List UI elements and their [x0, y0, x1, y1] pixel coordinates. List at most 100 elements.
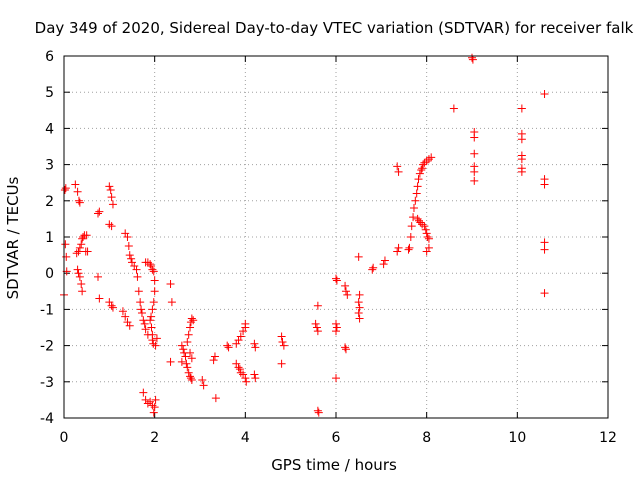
data-point: [420, 222, 429, 231]
data-point: [94, 209, 102, 218]
data-point: [108, 200, 117, 209]
data-point: [148, 336, 157, 345]
data-point: [470, 133, 479, 142]
data-point: [332, 274, 340, 283]
y-tick-label: 2: [45, 194, 54, 210]
data-point: [251, 343, 260, 352]
data-point: [149, 408, 158, 417]
data-point: [61, 240, 70, 249]
grid-lines: [64, 56, 608, 418]
data-point: [470, 167, 479, 176]
data-point: [177, 357, 186, 366]
data-point: [184, 368, 193, 377]
y-tick-label: -1: [40, 302, 54, 318]
data-point: [343, 290, 352, 299]
data-point: [128, 258, 136, 267]
data-point: [124, 242, 133, 251]
data-point: [540, 238, 549, 247]
data-point: [95, 294, 104, 303]
data-point: [133, 272, 142, 281]
data-point: [393, 247, 402, 256]
data-point: [143, 399, 152, 408]
data-point: [313, 327, 322, 336]
data-point: [182, 359, 191, 368]
data-point: [332, 374, 340, 383]
data-point: [107, 301, 116, 310]
data-point: [416, 218, 425, 227]
data-point: [234, 336, 243, 345]
data-point: [540, 245, 549, 254]
data-point: [149, 298, 158, 307]
data-point: [236, 332, 245, 341]
data-point: [177, 341, 186, 350]
data-point: [125, 251, 134, 260]
data-point: [186, 323, 195, 332]
data-point: [105, 220, 114, 229]
data-point: [107, 222, 116, 231]
x-tick-label: 2: [150, 430, 159, 446]
data-point: [379, 260, 388, 269]
data-point: [139, 316, 148, 325]
data-point: [211, 394, 220, 403]
data-point: [223, 341, 232, 350]
data-point: [150, 276, 159, 285]
data-point: [279, 341, 288, 350]
data-point: [406, 233, 415, 241]
data-point: [341, 345, 350, 354]
data-point: [468, 53, 476, 62]
data-point: [78, 234, 87, 243]
data-point: [517, 155, 526, 164]
data-point: [422, 229, 431, 238]
data-point: [146, 260, 155, 269]
data-point: [369, 263, 378, 272]
data-point: [421, 225, 430, 234]
data-point: [105, 182, 114, 191]
data-point: [184, 330, 193, 339]
data-point: [332, 276, 341, 285]
data-point: [74, 247, 83, 256]
data-point: [77, 280, 86, 289]
data-point: [75, 272, 84, 281]
data-point: [427, 153, 436, 162]
data-point: [73, 265, 82, 274]
data-point: [235, 365, 244, 374]
data-point: [74, 269, 83, 278]
y-tick-label: -2: [40, 339, 54, 355]
data-point: [422, 156, 431, 165]
data-point: [132, 265, 141, 274]
data-point: [149, 267, 158, 276]
data-point: [179, 345, 188, 354]
y-tick-label: -3: [40, 375, 54, 391]
data-point: [127, 254, 136, 263]
data-point: [332, 323, 341, 332]
data-point: [415, 169, 424, 178]
data-point: [166, 357, 175, 366]
x-tick-label: 8: [422, 430, 431, 446]
data-point: [105, 298, 114, 307]
data-point: [341, 343, 350, 352]
data-point: [74, 196, 83, 205]
data-point: [123, 233, 132, 241]
data-point: [60, 185, 69, 194]
data-point: [149, 339, 158, 348]
data-point: [234, 363, 243, 372]
data-point: [409, 204, 418, 213]
data-point: [187, 375, 196, 384]
x-tick-label: 0: [60, 430, 69, 446]
data-point: [209, 356, 218, 365]
data-point: [411, 196, 420, 205]
data-point: [277, 332, 286, 341]
y-tick-label: 0: [45, 266, 54, 282]
data-point: [224, 343, 233, 352]
data-point: [423, 233, 432, 241]
data-point: [277, 359, 286, 368]
y-tick-label: -4: [40, 411, 54, 427]
data-point: [147, 261, 156, 270]
data-point: [355, 314, 364, 323]
data-point: [412, 189, 421, 198]
data-point: [186, 374, 195, 383]
data-point: [121, 312, 130, 321]
data-point: [137, 309, 146, 318]
data-point: [79, 233, 88, 241]
plot-frame: [63, 55, 609, 419]
